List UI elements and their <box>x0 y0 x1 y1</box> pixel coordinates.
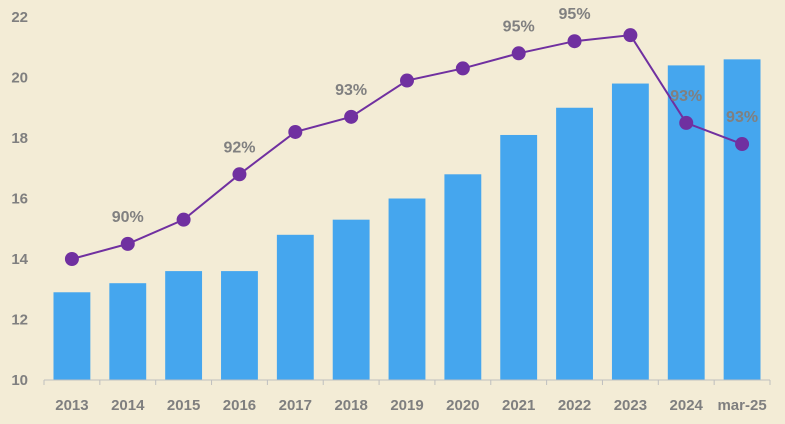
x-tick-label: 2016 <box>223 397 256 414</box>
y-tick-label: 16 <box>11 191 28 208</box>
line-point-2020 <box>455 61 470 76</box>
x-tick-label: 2013 <box>55 397 88 414</box>
data-label: 93% <box>726 109 758 126</box>
line-series <box>64 28 750 266</box>
bar-2021 <box>500 134 538 380</box>
x-tick-label: 2015 <box>167 397 200 414</box>
line-point-2021 <box>511 46 526 61</box>
x-tick-label: 2020 <box>446 397 479 414</box>
y-tick-label: 10 <box>11 372 28 389</box>
bar-2020 <box>444 174 482 380</box>
bar-mar-25 <box>723 59 761 380</box>
x-tick-label: 2024 <box>670 397 704 414</box>
y-axis: 10 12 14 16 18 20 22 <box>11 9 28 389</box>
bar-2023 <box>611 83 649 381</box>
data-label: 90% <box>112 209 144 226</box>
y-tick-label: 22 <box>11 9 28 26</box>
data-label: 95% <box>559 6 591 23</box>
bar-2024 <box>667 65 705 381</box>
data-label: 92% <box>223 139 255 156</box>
line-point-2023 <box>623 28 638 43</box>
line-point-mar-25 <box>735 137 750 152</box>
data-label: 93% <box>670 88 702 105</box>
data-label: 95% <box>503 18 535 35</box>
line-point-2016 <box>232 167 247 182</box>
bar-2014 <box>109 283 147 380</box>
x-tick-label: 2018 <box>334 397 367 414</box>
line-point-2015 <box>176 212 191 227</box>
bar-2015 <box>165 271 203 380</box>
bar-2016 <box>221 271 258 380</box>
x-tick-label: 2014 <box>111 397 145 414</box>
x-tick-label: 2017 <box>279 397 312 414</box>
x-axis: 2013 2014 2015 2016 2017 2018 2019 2020 2021 2022… <box>43 380 771 414</box>
data-label: 93% <box>335 82 367 99</box>
bar-2018 <box>332 219 370 380</box>
bar-2017 <box>276 234 314 380</box>
line-point-2017 <box>288 124 303 139</box>
line-point-2019 <box>400 73 414 88</box>
x-tick-label: mar-25 <box>717 397 766 414</box>
bar-2013 <box>53 292 91 380</box>
y-tick-label: 12 <box>11 312 28 329</box>
x-tick-label: 2019 <box>390 397 423 414</box>
x-tick-label: 2021 <box>502 397 535 414</box>
bar-series <box>53 59 761 381</box>
line-point-2018 <box>344 109 359 124</box>
y-tick-label: 18 <box>11 130 28 147</box>
line-point-2014 <box>120 236 135 251</box>
bar-2019 <box>388 198 426 380</box>
data-labels: 90% 92% 93% 95% 95% 93% 93% <box>112 6 758 226</box>
line-point-2013 <box>64 252 79 266</box>
bar-2022 <box>556 107 593 380</box>
y-tick-label: 20 <box>11 70 28 87</box>
line-point-2024 <box>679 115 694 130</box>
x-tick-label: 2023 <box>614 397 647 414</box>
line-point-2022 <box>567 34 582 49</box>
x-tick-label: 2022 <box>558 397 591 414</box>
y-tick-label: 14 <box>11 251 28 268</box>
